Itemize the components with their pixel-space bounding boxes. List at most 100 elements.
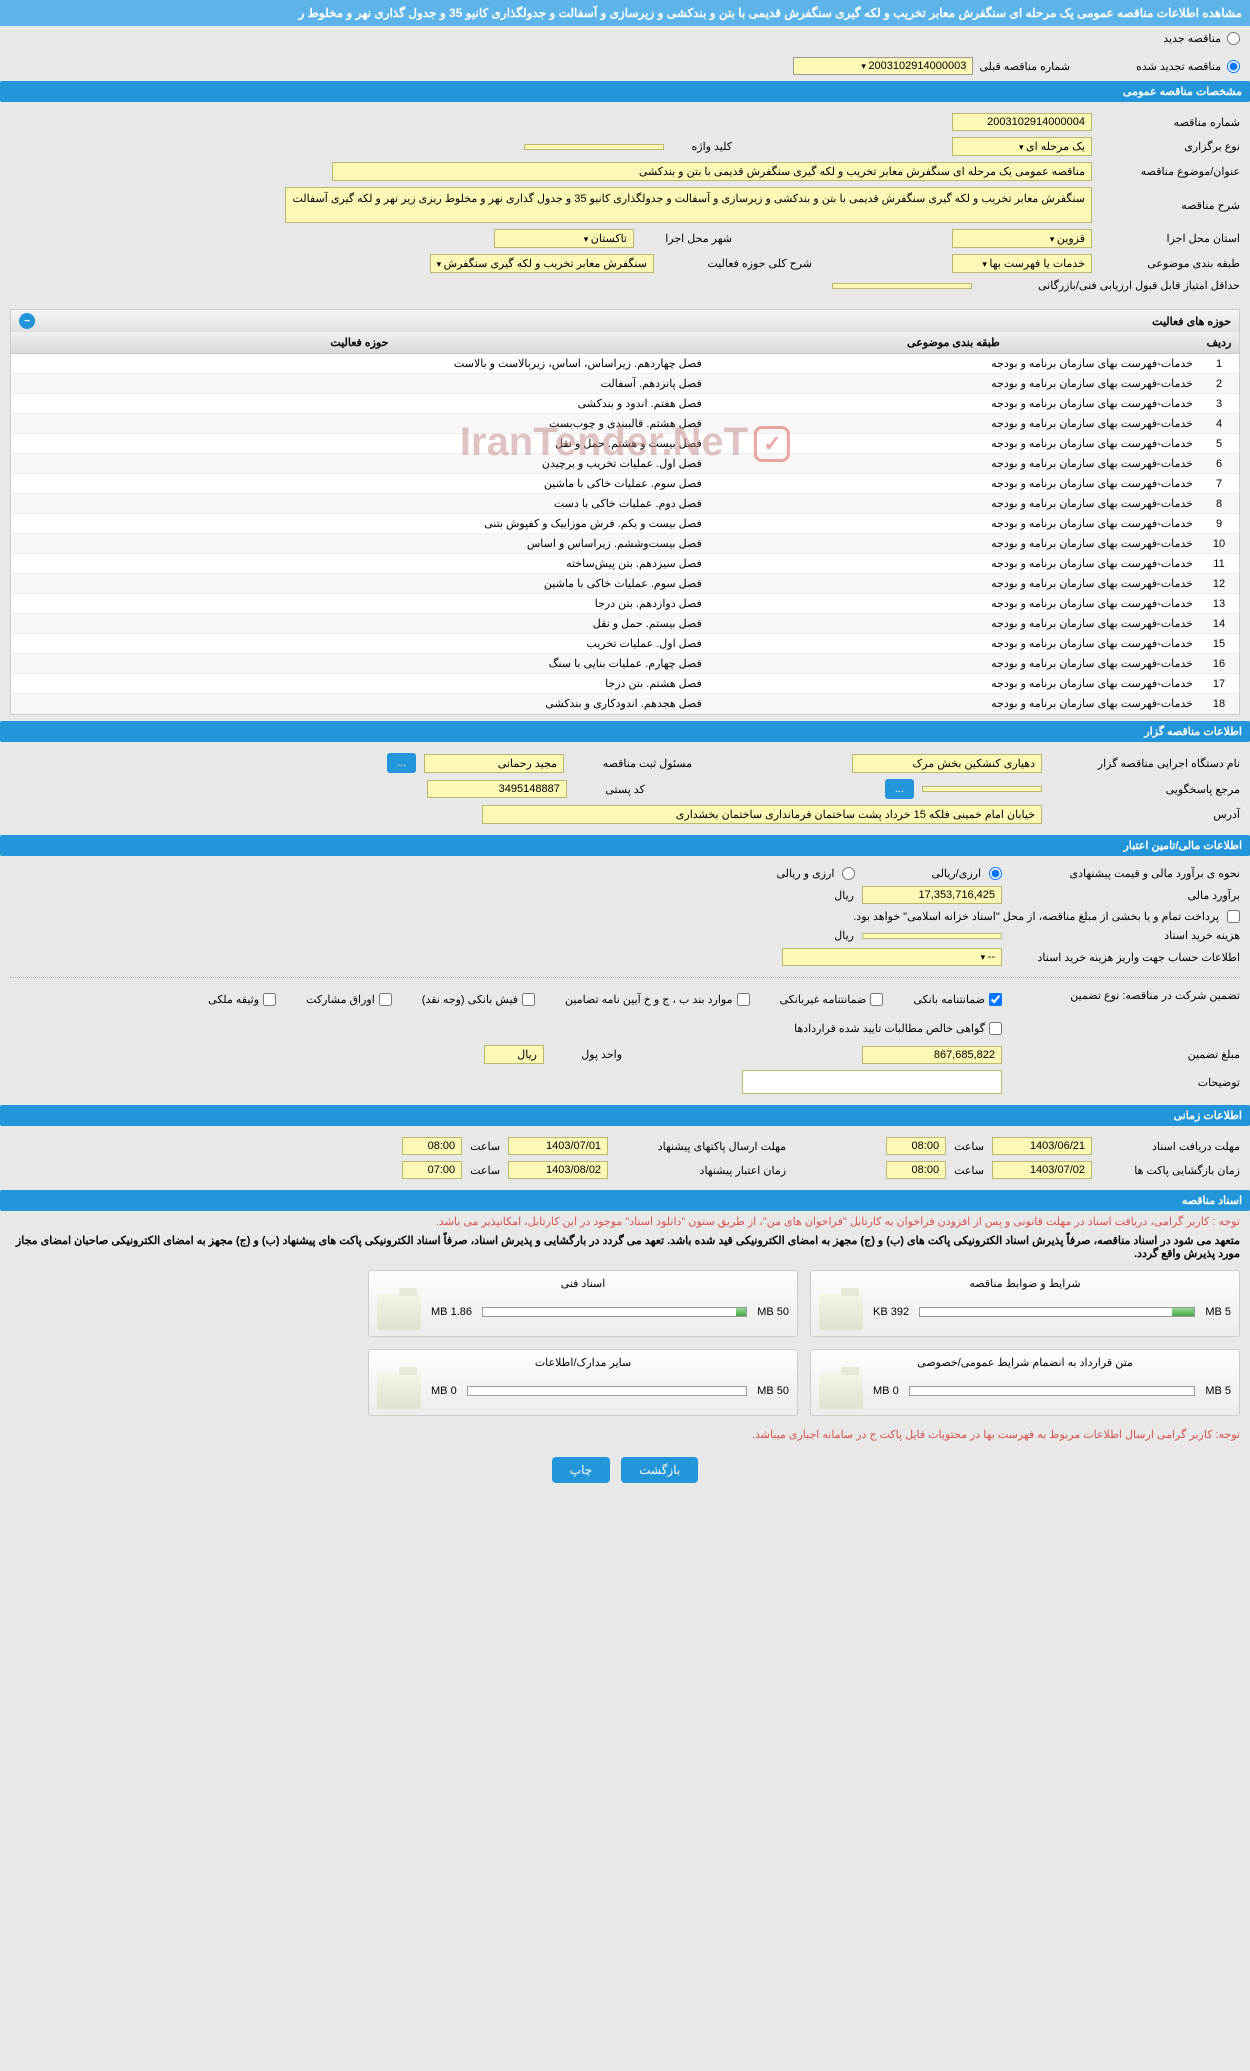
estimate-currency: ریال	[834, 889, 854, 902]
account-select[interactable]: --	[782, 948, 1002, 966]
account-label: اطلاعات حساب جهت واریز هزینه خرید اسناد	[1010, 951, 1240, 964]
doc-grid: شرایط و ضوابط مناقصه 5 MB 392 KB اسناد ف…	[0, 1262, 1250, 1424]
notes-label: توضیحات	[1010, 1076, 1240, 1089]
tender-no: 2003102914000004	[952, 113, 1092, 131]
section-general: مشخصات مناقصه عمومی	[0, 81, 1250, 102]
receive-label: مهلت دریافت اسناد	[1100, 1140, 1240, 1153]
table-row: 3خدمات-فهرست بهای سازمان برنامه و بودجهف…	[11, 394, 1239, 414]
doc-title: سایر مدارک/اطلاعات	[377, 1356, 789, 1373]
print-button[interactable]: چاپ	[552, 1457, 610, 1483]
guaranteeamt-label: مبلغ تضمین	[1010, 1048, 1240, 1061]
actdesc-select[interactable]: سنگفرش معابر تخریب و لکه گیری سنگفرش	[430, 254, 654, 273]
doc-title: اسناد فنی	[377, 1277, 789, 1294]
docs-notice3: توجه: کاربر گرامی ارسال اطلاعات مربوط به…	[0, 1424, 1250, 1445]
estimate-label: برآورد مالی	[1010, 889, 1240, 902]
reg-label: مسئول ثبت مناقصه	[572, 757, 692, 770]
agency-label: نام دستگاه اجرایی مناقصه گزار	[1050, 757, 1240, 770]
receive-time: 08:00	[886, 1137, 946, 1155]
docs-notice2: متعهد می شود در اسناد مناقصه، صرفاً پذیر…	[0, 1232, 1250, 1262]
desc-label: شرح مناقصه	[1100, 199, 1240, 212]
doc-title: متن قرارداد به انضمام شرایط عمومی/خصوصی	[819, 1356, 1231, 1373]
type-select[interactable]: یک مرحله ای	[952, 137, 1092, 156]
table-row: 6خدمات-فهرست بهای سازمان برنامه و بودجهف…	[11, 454, 1239, 474]
send-label: مهلت ارسال پاکتهای پیشنهاد	[616, 1140, 786, 1153]
radio-forex[interactable]	[842, 867, 855, 880]
tender-no-label: شماره مناقصه	[1100, 116, 1240, 129]
doc-size: 0 MB	[431, 1385, 457, 1397]
doc-max: 5 MB	[1205, 1385, 1231, 1397]
doc-size: 392 KB	[873, 1306, 909, 1318]
radio-renewed[interactable]	[1227, 60, 1240, 73]
back-button[interactable]: بازگشت	[621, 1457, 698, 1483]
doc-max: 50 MB	[757, 1385, 789, 1397]
section-docs: اسناد مناقصه	[0, 1190, 1250, 1211]
keyword-input[interactable]	[524, 144, 664, 150]
table-row: 14خدمات-فهرست بهای سازمان برنامه و بودجه…	[11, 614, 1239, 634]
table-row: 8خدمات-فهرست بهای سازمان برنامه و بودجهف…	[11, 494, 1239, 514]
payment-note: پرداخت تمام و یا بخشی از مبلغ مناقصه، از…	[853, 910, 1219, 923]
province-select[interactable]: قزوین	[952, 229, 1092, 248]
section-timing: اطلاعات زمانی	[0, 1105, 1250, 1126]
table-row: 1خدمات-فهرست بهای سازمان برنامه و بودجهف…	[11, 354, 1239, 374]
category-label: طبقه بندی موضوعی	[1100, 257, 1240, 270]
open-date: 1403/07/02	[992, 1161, 1092, 1179]
unit-label: واحد پول	[552, 1048, 622, 1061]
folder-icon	[377, 1294, 421, 1330]
gt4-check[interactable]	[522, 993, 535, 1006]
tender-mode-row: مناقصه جدید	[0, 26, 1250, 51]
responder-value[interactable]	[922, 786, 1042, 792]
gt7-check[interactable]	[989, 1022, 1002, 1035]
type-label: نوع برگزاری	[1100, 140, 1240, 153]
responder-more-button[interactable]: ...	[885, 779, 914, 799]
table-row: 7خدمات-فهرست بهای سازمان برنامه و بودجهف…	[11, 474, 1239, 494]
tender-mode-row-2: مناقصه تجدید شده شماره مناقصه قبلی 20031…	[0, 51, 1250, 81]
gt5-check[interactable]	[379, 993, 392, 1006]
receive-time-label: ساعت	[954, 1140, 984, 1153]
postal-label: کد پستی	[575, 783, 645, 796]
treasury-checkbox[interactable]	[1227, 910, 1240, 923]
minscore-value[interactable]	[832, 283, 972, 289]
valid-date: 1403/08/02	[508, 1161, 608, 1179]
keyword-label: کلید واژه	[672, 140, 732, 153]
valid-time-label: ساعت	[470, 1164, 500, 1177]
receive-date: 1403/06/21	[992, 1137, 1092, 1155]
doc-size: 1.86 MB	[431, 1306, 472, 1318]
collapse-icon[interactable]: −	[19, 313, 35, 329]
valid-time: 07:00	[402, 1161, 462, 1179]
subject-value: مناقصه عمومی یک مرحله ای سنگفرش معابر تخ…	[332, 162, 1092, 181]
gt2-check[interactable]	[870, 993, 883, 1006]
doccost-label: هزینه خرید اسناد	[1010, 929, 1240, 942]
table-row: 16خدمات-فهرست بهای سازمان برنامه و بودجه…	[11, 654, 1239, 674]
doc-card[interactable]: شرایط و ضوابط مناقصه 5 MB 392 KB	[810, 1270, 1240, 1337]
doc-title: شرایط و ضوابط مناقصه	[819, 1277, 1231, 1294]
valid-label: زمان اعتبار پیشنهاد	[616, 1164, 786, 1177]
subject-label: عنوان/موضوع مناقصه	[1100, 165, 1240, 178]
table-row: 18خدمات-فهرست بهای سازمان برنامه و بودجه…	[11, 694, 1239, 714]
gt1-check[interactable]	[989, 993, 1002, 1006]
gt6-check[interactable]	[263, 993, 276, 1006]
estmethod-label: نحوه ی برآورد مالی و قیمت پیشنهادی	[1010, 867, 1240, 880]
doc-max: 5 MB	[1205, 1306, 1231, 1318]
doc-card[interactable]: سایر مدارک/اطلاعات 50 MB 0 MB	[368, 1349, 798, 1416]
city-select[interactable]: تاکستان	[494, 229, 634, 248]
doc-card[interactable]: متن قرارداد به انضمام شرایط عمومی/خصوصی …	[810, 1349, 1240, 1416]
notes-box[interactable]	[742, 1070, 1002, 1094]
open-time: 08:00	[886, 1161, 946, 1179]
table-row: 11خدمات-فهرست بهای سازمان برنامه و بودجه…	[11, 554, 1239, 574]
gt2-label: ضمانتنامه غیربانکی	[780, 993, 867, 1006]
gt3-check[interactable]	[737, 993, 750, 1006]
gt7-label: گواهی خالص مطالبات تایید شده قراردادها	[794, 1022, 985, 1035]
table-row: 12خدمات-فهرست بهای سازمان برنامه و بودجه…	[11, 574, 1239, 594]
radio-rial[interactable]	[989, 867, 1002, 880]
col-field: حوزه فعالیت	[11, 332, 708, 354]
prev-tender-select[interactable]: 2003102914000003	[793, 57, 973, 75]
category-select[interactable]: خدمات یا فهرست بها	[952, 254, 1092, 273]
reg-more-button[interactable]: ...	[387, 753, 416, 773]
table-row: 17خدمات-فهرست بهای سازمان برنامه و بودجه…	[11, 674, 1239, 694]
doccost-value[interactable]	[862, 933, 1002, 939]
page-title: مشاهده اطلاعات مناقصه عمومی یک مرحله ای …	[0, 0, 1250, 26]
estimate-value: 17,353,716,425	[862, 886, 1002, 904]
radio-new[interactable]	[1227, 32, 1240, 45]
doc-card[interactable]: اسناد فنی 50 MB 1.86 MB	[368, 1270, 798, 1337]
doccost-currency: ریال	[834, 929, 854, 942]
